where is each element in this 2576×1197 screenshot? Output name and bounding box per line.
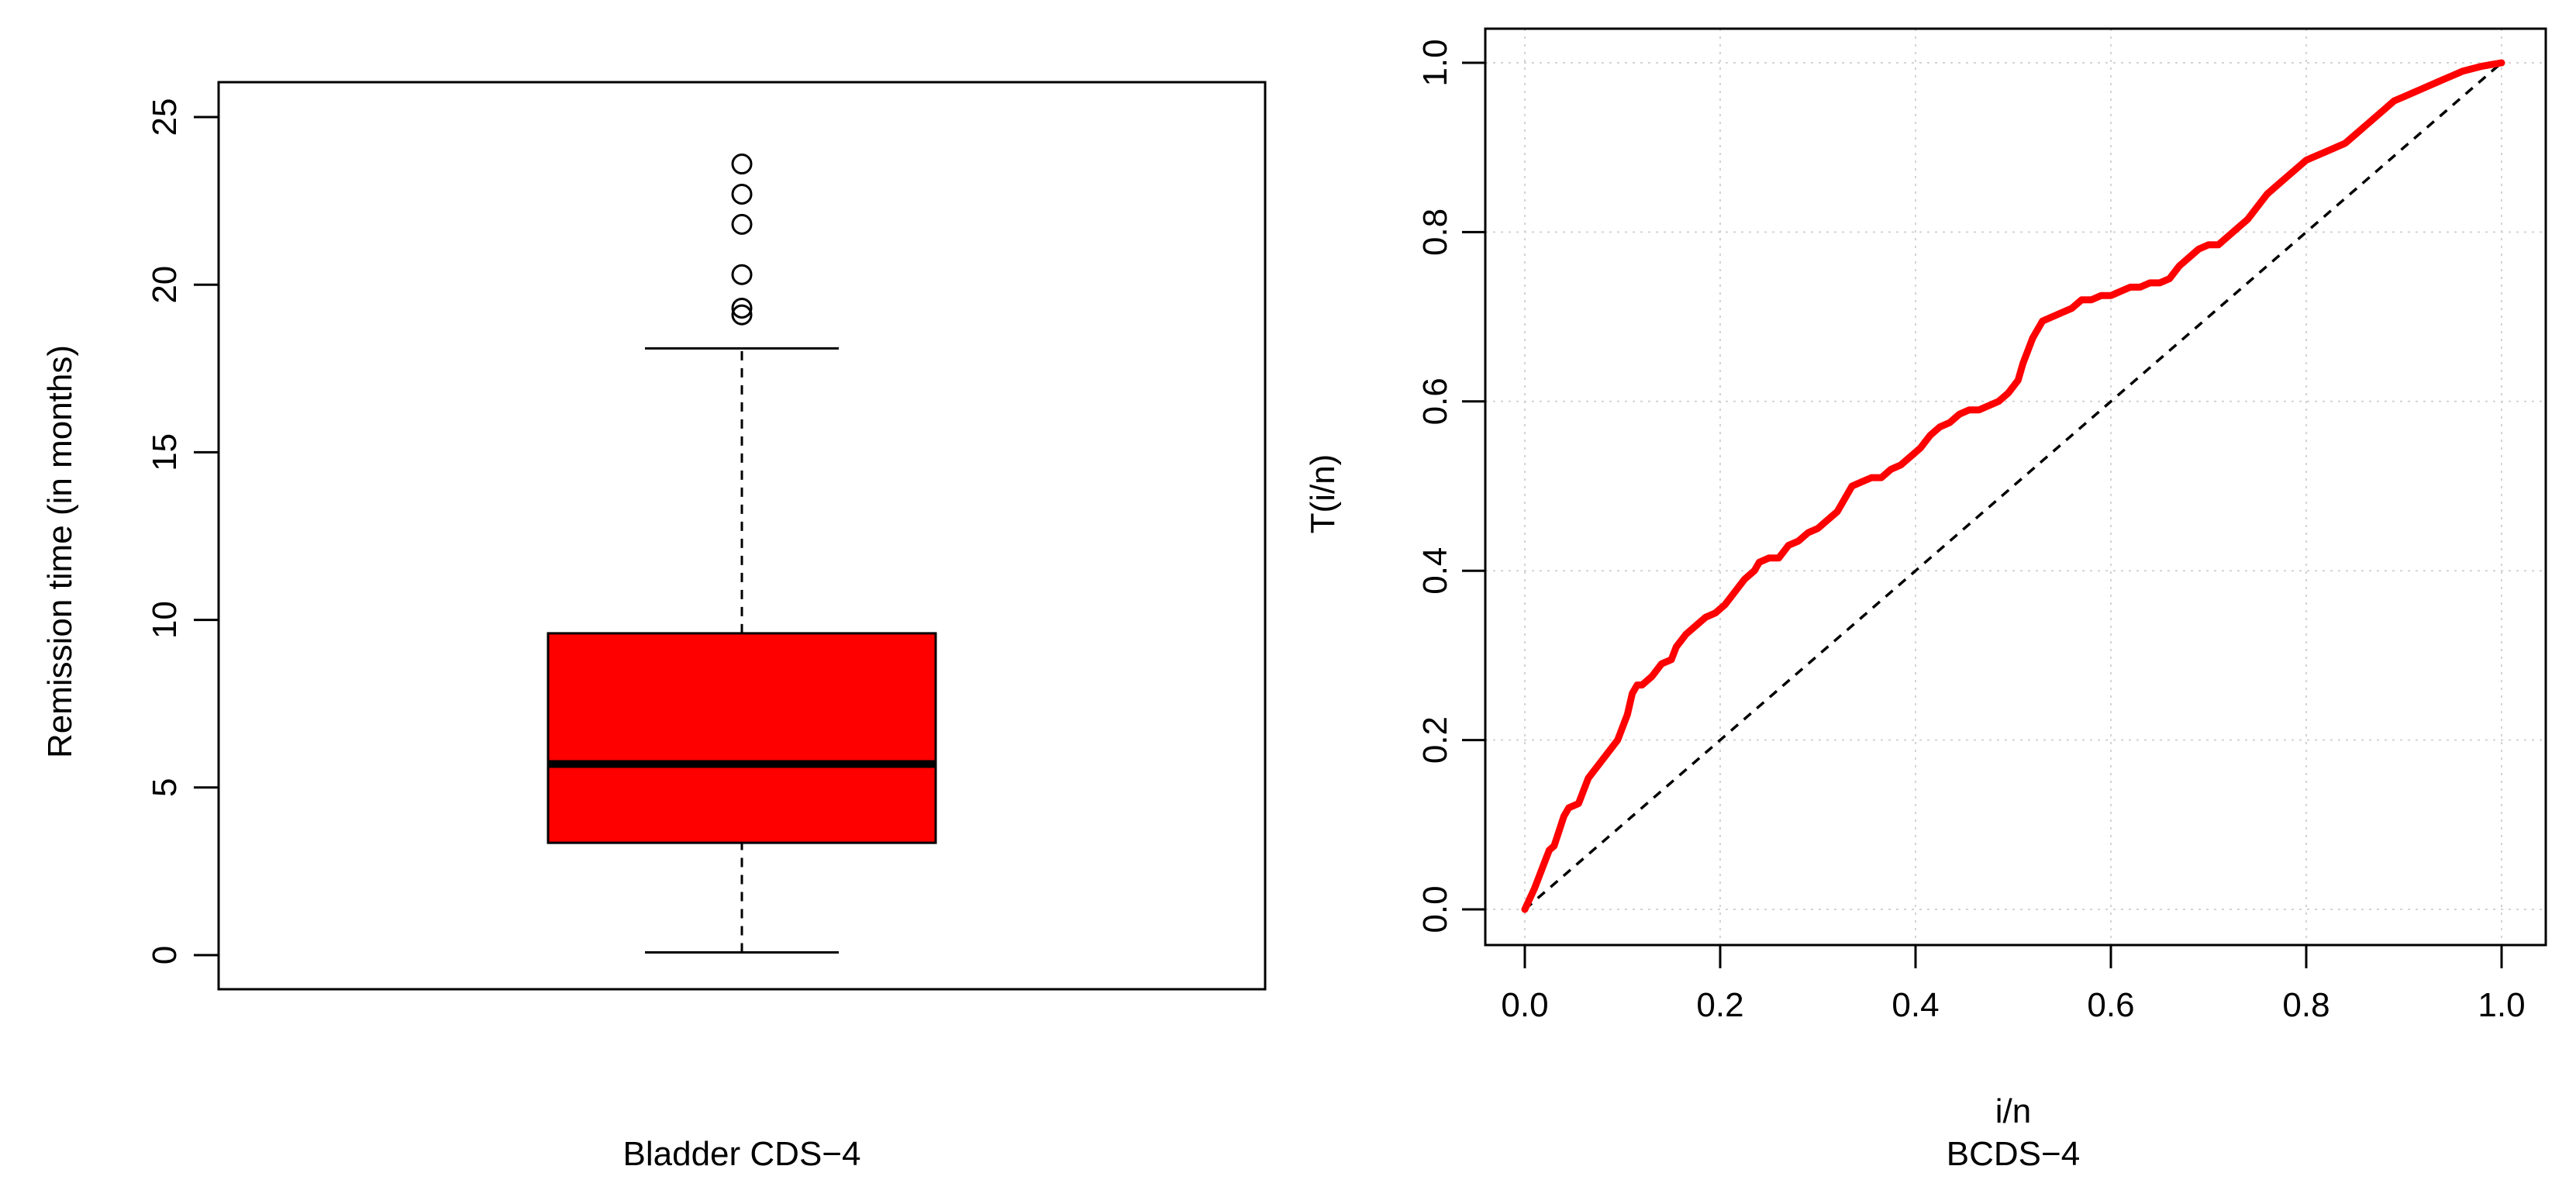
ti-plot-y-tick-label: 1.0: [1416, 39, 1454, 86]
boxplot-y-tick-label: 20: [146, 266, 184, 304]
boxplot-y-axis-label: Remission time (in months): [41, 345, 79, 758]
boxplot-outlier-point: [731, 213, 753, 235]
ti-plot-x-axis-label: i/n: [1995, 1092, 2031, 1130]
ti-plot-y-tick-label: 0.6: [1416, 378, 1454, 425]
ti-plot-panel: 0.0 0.2 0.4 0.6 0.8 1.0 0.0 0.2 0.4 0.6 0.8 1.0 T(…: [1304, 27, 2547, 1173]
boxplot-plot-frame: [217, 81, 1267, 991]
ti-plot-y-tick-label: 0.2: [1416, 716, 1454, 764]
ti-plot-frame: [1484, 27, 2547, 947]
boxplot-y-tick-label: 10: [146, 601, 184, 639]
boxplot-outlier-point: [731, 304, 753, 326]
boxplot-marks: [547, 154, 937, 954]
ti-plot-y-tick-label: 0.0: [1416, 885, 1454, 933]
ti-plot-y-tick-label: 0.8: [1416, 209, 1454, 256]
ti-plot-x-tick-label: 0.0: [1501, 986, 1548, 1024]
ti-plot-diagonal-reference-line: [1523, 61, 2503, 911]
boxplot-y-tick-label: 15: [146, 433, 184, 471]
ti-plot-grid: [1485, 29, 2546, 945]
boxplot-outlier-point: [731, 264, 753, 285]
ti-plot-series-line: [1521, 59, 2505, 913]
boxplot-outlier-point: [731, 154, 753, 175]
boxplot-y-tick-label: 5: [146, 778, 184, 797]
boxplot-y-tick-label: 0: [146, 946, 184, 964]
boxplot-x-axis-label: Bladder CDS−4: [623, 1135, 861, 1173]
boxplot-y-tick-label: 25: [146, 98, 184, 136]
ti-plot-subtitle: BCDS−4: [1947, 1135, 2080, 1173]
ti-plot-x-tick-label: 1.0: [2478, 986, 2525, 1024]
ti-plot-x-tick-label: 0.4: [1891, 986, 1939, 1024]
boxplot-y-axis: 0 5 10 15 20 25: [146, 98, 219, 964]
ti-plot-y-tick-label: 0.4: [1416, 547, 1454, 595]
ti-plot-x-tick-label: 0.6: [2087, 986, 2134, 1024]
boxplot-outlier-point: [731, 297, 753, 319]
ti-plot-x-tick-label: 0.2: [1696, 986, 1743, 1024]
ti-plot-y-axis-label: T(i/n): [1304, 454, 1342, 534]
boxplot-outlier-point: [731, 183, 753, 205]
ti-plot-x-tick-label: 0.8: [2282, 986, 2329, 1024]
ti-plot-marks: [1521, 59, 2505, 913]
boxplot-box: [547, 632, 937, 844]
boxplot-panel: 0 5 10 15 20 25 Remission time (in months) Bl…: [41, 81, 1267, 1173]
ti-plot-y-axis: 0.0 0.2 0.4 0.6 0.8 1.0: [1416, 39, 1485, 933]
ti-plot-x-axis: 0.0 0.2 0.4 0.6 0.8 1.0: [1501, 945, 2526, 1024]
